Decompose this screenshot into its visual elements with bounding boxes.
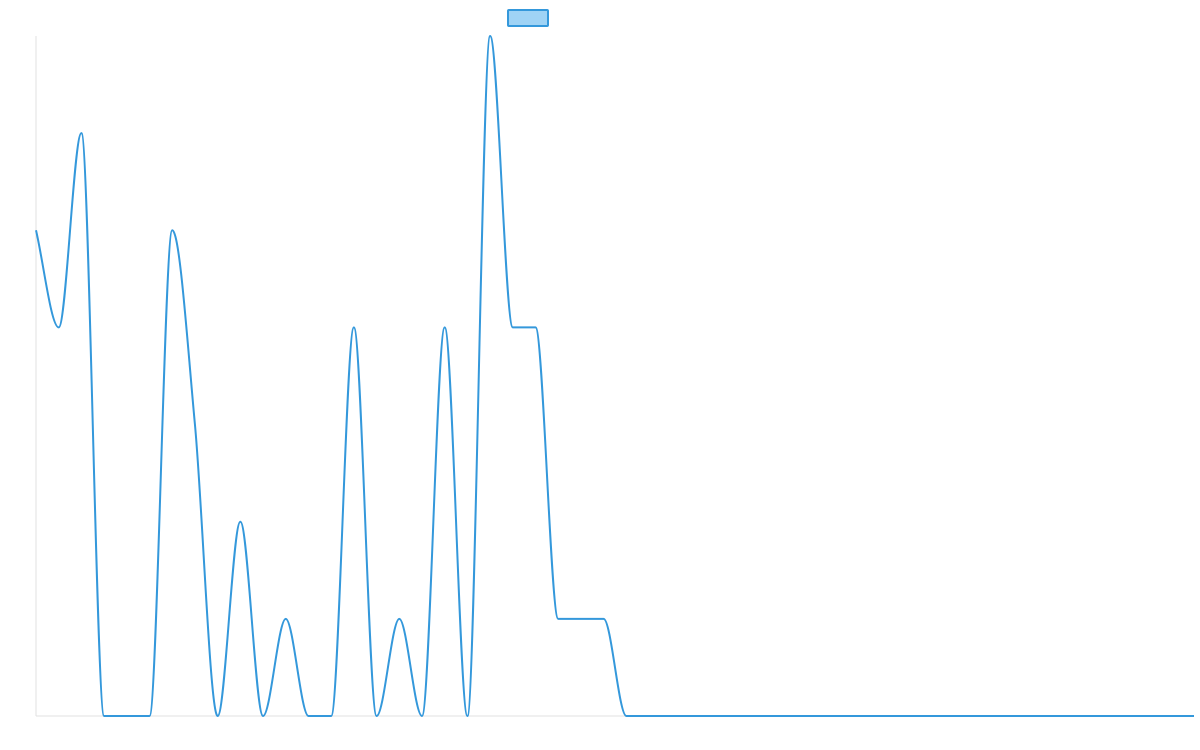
data-point[interactable]	[532, 323, 540, 331]
data-point[interactable]	[327, 712, 335, 720]
data-point[interactable]	[1167, 712, 1175, 720]
data-point[interactable]	[940, 712, 948, 720]
data-point[interactable]	[577, 615, 585, 623]
series-line	[35, 35, 1194, 717]
data-point[interactable]	[191, 421, 199, 429]
data-point[interactable]	[373, 712, 381, 720]
series-layer	[32, 32, 1198, 720]
data-point[interactable]	[1076, 712, 1084, 720]
data-point[interactable]	[804, 712, 812, 720]
data-point[interactable]	[1008, 712, 1016, 720]
data-point[interactable]	[77, 129, 85, 137]
data-point[interactable]	[1190, 712, 1198, 720]
data-point[interactable]	[1054, 712, 1062, 720]
data-point[interactable]	[146, 712, 154, 720]
data-point[interactable]	[849, 712, 857, 720]
data-point[interactable]	[395, 615, 403, 623]
data-point[interactable]	[645, 712, 653, 720]
data-point[interactable]	[463, 712, 471, 720]
data-point[interactable]	[895, 712, 903, 720]
data-point[interactable]	[168, 226, 176, 234]
data-point[interactable]	[554, 615, 562, 623]
data-point[interactable]	[100, 712, 108, 720]
data-point[interactable]	[236, 518, 244, 526]
data-point[interactable]	[713, 712, 721, 720]
data-point[interactable]	[55, 323, 63, 331]
data-point[interactable]	[441, 323, 449, 331]
data-point[interactable]	[350, 323, 358, 331]
data-point[interactable]	[963, 712, 971, 720]
data-point[interactable]	[509, 323, 517, 331]
data-point[interactable]	[32, 226, 40, 234]
data-point[interactable]	[1099, 712, 1107, 720]
data-point[interactable]	[1031, 712, 1039, 720]
data-point[interactable]	[123, 712, 131, 720]
data-point[interactable]	[418, 712, 426, 720]
data-point[interactable]	[668, 712, 676, 720]
data-point[interactable]	[872, 712, 880, 720]
data-point[interactable]	[690, 712, 698, 720]
data-point[interactable]	[986, 712, 994, 720]
data-point[interactable]	[214, 712, 222, 720]
data-point[interactable]	[918, 712, 926, 720]
data-point[interactable]	[781, 712, 789, 720]
data-point[interactable]	[622, 712, 630, 720]
data-point[interactable]	[304, 712, 312, 720]
legend-swatch[interactable]	[507, 9, 549, 27]
data-point[interactable]	[600, 615, 608, 623]
data-point[interactable]	[1145, 712, 1153, 720]
data-point[interactable]	[282, 615, 290, 623]
data-point[interactable]	[736, 712, 744, 720]
data-point[interactable]	[759, 712, 767, 720]
data-point[interactable]	[259, 712, 267, 720]
legend[interactable]	[507, 9, 549, 27]
data-point[interactable]	[1122, 712, 1130, 720]
data-point[interactable]	[486, 32, 494, 40]
data-point[interactable]	[827, 712, 835, 720]
